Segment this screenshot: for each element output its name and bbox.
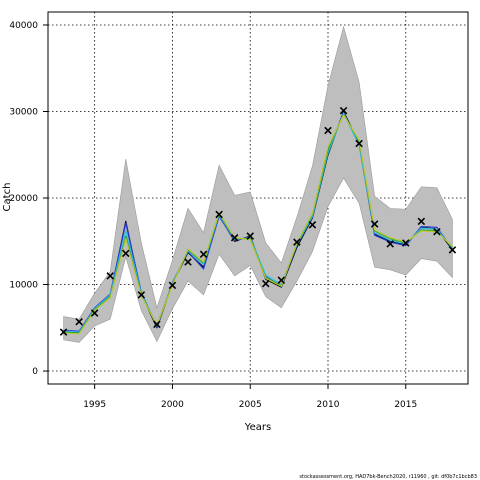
observed-marker-2008 — [293, 238, 301, 246]
observed-marker-stroke-b — [106, 272, 114, 280]
observed-marker-stroke-b — [137, 291, 146, 299]
observed-marker-stroke-b — [417, 217, 426, 226]
observed-marker-stroke-b — [230, 234, 239, 242]
observed-marker-2018 — [448, 246, 457, 254]
observed-marker-1998 — [137, 291, 146, 299]
y-tick-label-0: 0 — [32, 367, 38, 377]
observed-marker-1993 — [59, 328, 68, 336]
observed-marker-2013 — [370, 220, 379, 228]
observed-marker-1995 — [90, 309, 99, 317]
observed-marker-stroke-b — [386, 240, 394, 248]
x-axis-title: Years — [244, 422, 271, 433]
observed-marker-2010 — [324, 126, 332, 135]
observed-marker-1996 — [106, 272, 114, 280]
observed-marker-1994 — [75, 317, 83, 326]
observed-marker-stroke-b — [199, 250, 208, 258]
observed-marker-stroke-b — [75, 317, 83, 326]
observed-marker-stroke-b — [168, 281, 177, 290]
observed-marker-stroke-b — [402, 239, 410, 247]
observed-marker-stroke-b — [370, 220, 379, 228]
x-tick-label-2010: 2010 — [317, 400, 340, 410]
x-tick-label-2005: 2005 — [239, 400, 262, 410]
observed-marker-stroke-b — [153, 320, 161, 329]
observed-marker-2002 — [199, 250, 208, 258]
observed-marker-stroke-b — [59, 328, 68, 336]
confidence-band-area — [63, 25, 453, 343]
observed-marker-1997 — [122, 249, 130, 258]
observed-marker-2001 — [184, 258, 192, 266]
observed-marker-2007 — [277, 276, 286, 284]
observed-marker-stroke-b — [339, 106, 348, 115]
x-axis: 1995 2000 2005 2010 2015 — [83, 384, 417, 410]
observed-marker-stroke-b — [293, 238, 301, 246]
observed-marker-2015 — [402, 239, 410, 247]
y-tick-label-30000: 30000 — [9, 107, 38, 117]
observed-marker-stroke-b — [277, 276, 286, 284]
observed-marker-2009 — [308, 221, 317, 229]
observed-marker-stroke-b — [184, 258, 192, 266]
observed-marker-2014 — [386, 240, 394, 248]
footer-credit: stockassessment.org, HAD7bk-Bench2020, r… — [299, 474, 477, 480]
confidence-band — [63, 25, 453, 343]
y-tick-label-20000: 20000 — [9, 194, 38, 204]
observed-marker-2012 — [355, 139, 363, 148]
observed-marker-stroke-b — [433, 227, 441, 236]
observed-marker-1999 — [153, 320, 161, 329]
y-axis: 0 10000 20000 30000 40000 — [9, 21, 48, 377]
observed-catch-markers — [59, 106, 457, 336]
observed-marker-stroke-b — [324, 126, 332, 135]
estimate-line-5 — [63, 114, 453, 335]
y-tick-label-40000: 40000 — [9, 21, 38, 31]
y-axis-title: Catch — [2, 183, 13, 212]
y-tick-label-10000: 10000 — [9, 281, 38, 291]
observed-marker-2004 — [230, 234, 239, 242]
observed-marker-2005 — [246, 232, 254, 240]
observed-marker-stroke-b — [246, 232, 254, 240]
observed-marker-stroke-b — [355, 139, 363, 148]
observed-marker-2016 — [417, 217, 426, 226]
x-tick-label-2000: 2000 — [161, 400, 184, 410]
x-tick-label-1995: 1995 — [83, 400, 106, 410]
observed-marker-stroke-b — [122, 249, 130, 258]
observed-marker-2017 — [433, 227, 441, 236]
x-tick-label-2015: 2015 — [394, 400, 417, 410]
observed-marker-2006 — [262, 279, 270, 288]
observed-marker-2011 — [339, 106, 348, 115]
observed-marker-2000 — [168, 281, 177, 290]
estimate-line-3 — [63, 112, 453, 333]
observed-marker-2003 — [215, 210, 223, 219]
observed-marker-stroke-b — [262, 279, 270, 288]
observed-marker-stroke-b — [215, 210, 223, 219]
observed-marker-stroke-b — [308, 221, 317, 229]
observed-marker-stroke-b — [448, 246, 457, 254]
observed-marker-stroke-b — [90, 309, 99, 317]
